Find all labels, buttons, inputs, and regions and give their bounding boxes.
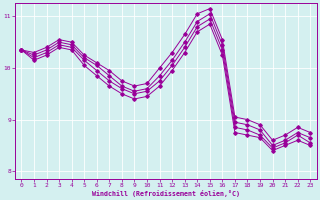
X-axis label: Windchill (Refroidissement éolien,°C): Windchill (Refroidissement éolien,°C) bbox=[92, 190, 240, 197]
